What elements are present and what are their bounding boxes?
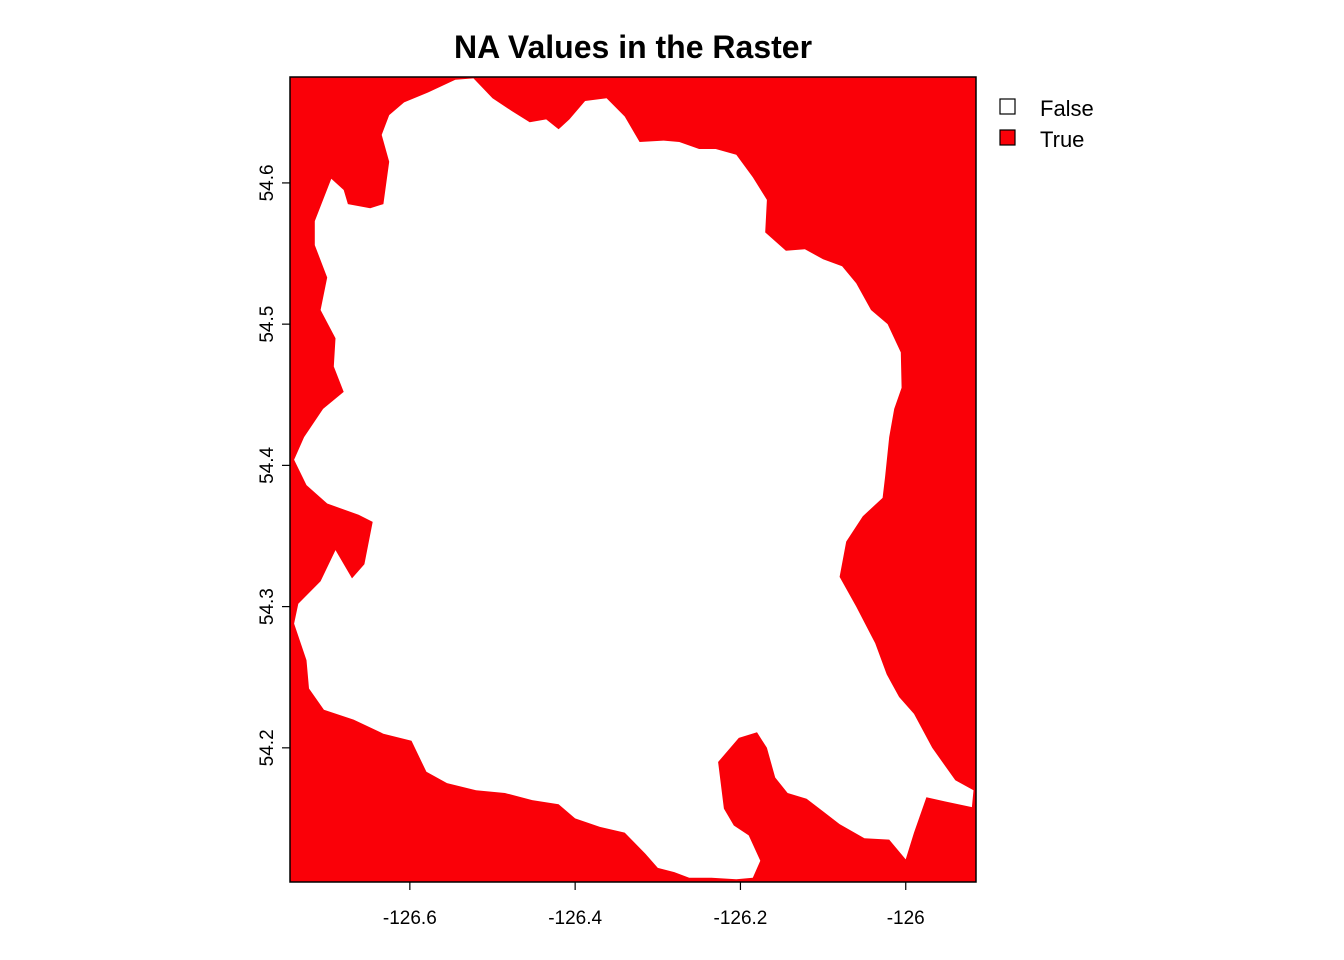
plot-frame xyxy=(289,76,977,883)
raster-na-false-region xyxy=(294,78,974,880)
y-tick-label: 54.4 xyxy=(257,446,278,483)
x-tick-label: -126 xyxy=(887,908,925,929)
y-tick-label: 54.3 xyxy=(257,588,278,625)
legend-label-true: True xyxy=(1040,127,1084,152)
x-tick-label: -126.6 xyxy=(383,908,437,929)
chart-title: NA Values in the Raster xyxy=(454,29,812,65)
x-tick-label: -126.4 xyxy=(548,908,602,929)
y-tick-label: 54.2 xyxy=(257,729,278,766)
legend-swatch-true xyxy=(999,129,1016,146)
x-axis: -126.6 -126.4 -126.2 -126 xyxy=(383,882,925,929)
y-axis: 54.2 54.3 54.4 54.5 54.6 xyxy=(257,164,290,766)
legend: False True xyxy=(999,96,1094,152)
legend-label-false: False xyxy=(1040,96,1094,121)
plot-area xyxy=(289,76,977,883)
y-tick-label: 54.5 xyxy=(257,306,278,343)
legend-swatch-false xyxy=(999,98,1016,115)
x-tick-label: -126.2 xyxy=(714,908,768,929)
y-tick-label: 54.6 xyxy=(257,164,278,201)
